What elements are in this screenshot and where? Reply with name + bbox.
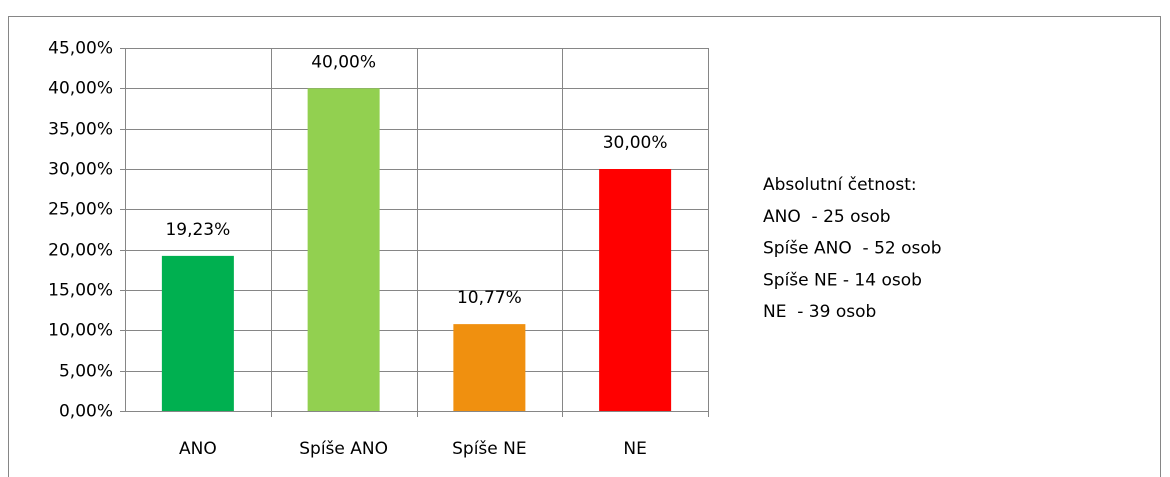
y-tick-label: 10,00% — [48, 321, 113, 341]
annotation-line: Spíše ANO - 52 osob — [763, 239, 942, 259]
y-tick-label: 40,00% — [48, 79, 113, 99]
data-label: 10,77% — [457, 288, 522, 308]
bar — [307, 88, 380, 411]
annotation-line: Spíše NE - 14 osob — [763, 270, 922, 290]
x-tick-label: NE — [623, 439, 646, 459]
y-tick-label: 35,00% — [48, 120, 113, 140]
annotation-line: ANO - 25 osob — [763, 207, 891, 227]
data-label: 40,00% — [311, 52, 376, 72]
x-tick-label: ANO — [179, 439, 217, 459]
bar — [161, 255, 234, 411]
y-tick-label: 15,00% — [48, 281, 113, 301]
x-tick-label: Spíše ANO — [299, 439, 388, 459]
data-label: 30,00% — [603, 133, 668, 153]
y-tick-label: 5,00% — [59, 362, 113, 382]
bar — [453, 324, 526, 411]
annotation-line: NE - 39 osob — [763, 302, 876, 322]
annotation-line: Absolutní četnost: — [763, 175, 917, 195]
x-tick-label: Spíše NE — [452, 439, 526, 459]
y-tick-label: 20,00% — [48, 241, 113, 261]
data-label: 19,23% — [165, 220, 230, 240]
y-tick-label: 25,00% — [48, 200, 113, 220]
chart-frame — [8, 16, 1161, 477]
bar — [599, 169, 672, 411]
y-tick-label: 45,00% — [48, 39, 113, 59]
y-tick-label: 0,00% — [59, 402, 113, 422]
y-tick-label: 30,00% — [48, 160, 113, 180]
